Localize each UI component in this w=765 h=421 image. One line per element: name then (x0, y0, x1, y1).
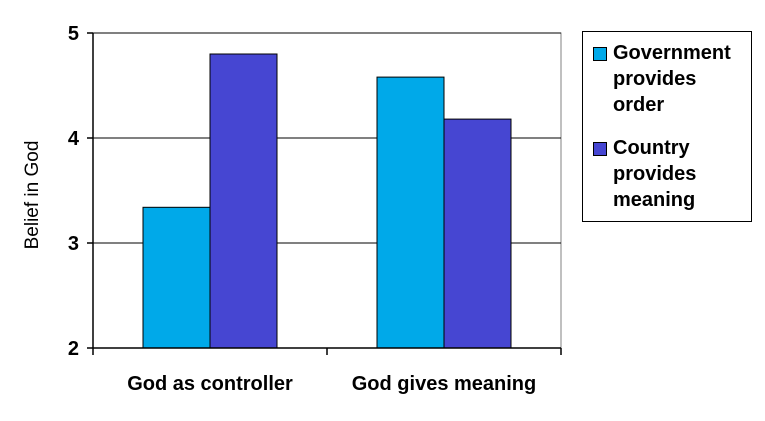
legend-label-line: provides (613, 163, 697, 185)
legend-label-government: Government provides order (613, 40, 753, 118)
bar (142, 206, 211, 349)
legend-swatch-government (593, 47, 607, 61)
legend-label-line: provides (613, 68, 697, 90)
bar (443, 118, 512, 349)
axes-group (92, 33, 561, 349)
x-category-labels: God as controller God gives meaning (127, 373, 536, 395)
y-tick-label: 3 (68, 233, 79, 255)
y-tick-label: 2 (68, 338, 79, 360)
legend-label-line: order (613, 94, 665, 116)
legend-label-line: Country (613, 137, 690, 159)
x-category-label: God as controller (127, 373, 293, 395)
y-tick-label: 5 (68, 23, 79, 45)
y-tick-label: 4 (68, 128, 80, 150)
y-tick-labels: 2 3 4 5 (68, 23, 80, 360)
legend-label-country: Country provides meaning (613, 135, 753, 213)
bar (376, 76, 445, 349)
legend-label-line: Government (613, 42, 731, 64)
legend-label-line: meaning (613, 189, 696, 211)
bar (209, 53, 278, 349)
bars-group (92, 53, 562, 355)
legend-swatch-country (593, 142, 607, 156)
x-category-label: God gives meaning (352, 373, 536, 395)
y-axis-title: Belief in God (22, 141, 43, 250)
legend: Government provides order Country provid… (582, 31, 752, 222)
